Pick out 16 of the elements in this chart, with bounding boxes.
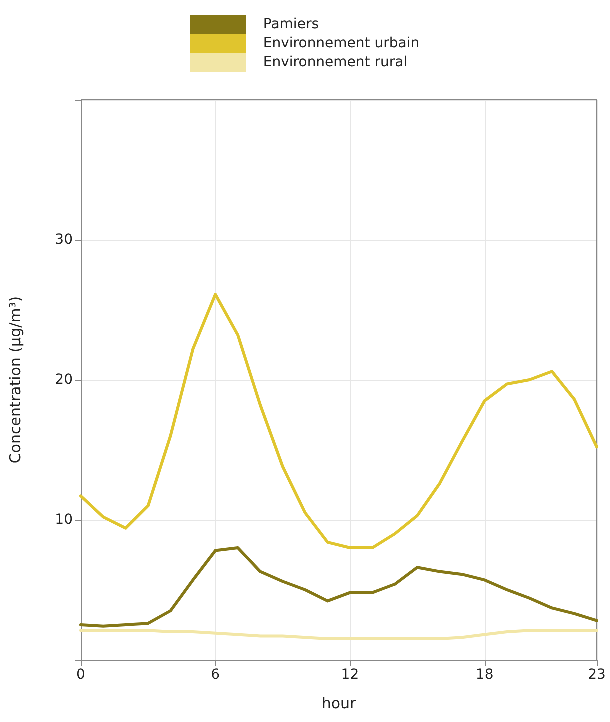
x-tick-label: 0 (76, 667, 86, 683)
legend-label: Environnement rural (263, 54, 408, 70)
x-tick-label: 6 (211, 667, 220, 683)
line-series (80, 546, 598, 628)
legend-label: Pamiers (263, 16, 319, 32)
y-axis-title: Concentration (µg/m³) (6, 296, 24, 464)
x-tick-label: 12 (341, 667, 360, 683)
x-axis-title: hour (322, 694, 358, 712)
line-series (80, 629, 598, 640)
y-tick-label: 30 (55, 232, 73, 248)
y-tick-label: 10 (55, 512, 73, 528)
x-tick-label: 23 (588, 667, 606, 683)
legend-label: Environnement urbain (263, 36, 420, 52)
line-series (80, 293, 598, 550)
y-tick-label: 20 (55, 372, 73, 388)
x-tick-label: 18 (476, 667, 494, 683)
